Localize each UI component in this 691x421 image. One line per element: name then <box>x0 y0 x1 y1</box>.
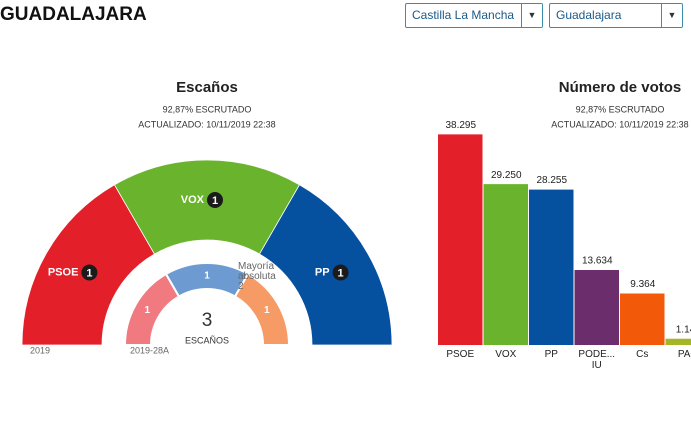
party-label: PP <box>315 266 330 278</box>
seat-segment <box>123 272 181 346</box>
value-label: 1.140 <box>676 324 691 335</box>
seat-segment <box>258 184 393 346</box>
seat-total: 3 <box>202 310 213 331</box>
x-tick-label: PAC <box>677 349 691 360</box>
seat-total-label: ESCAÑOS <box>185 335 229 345</box>
bar <box>438 134 483 345</box>
seat-count: 1 <box>338 267 344 279</box>
chart-title: Escaños <box>176 79 238 96</box>
bar <box>620 293 665 345</box>
bar <box>483 184 528 345</box>
x-tick-label: PODE... IU <box>578 349 616 371</box>
value-label: 38.295 <box>445 120 476 131</box>
seat-segment <box>233 272 291 346</box>
page-title: GUADALAJARA <box>0 4 147 25</box>
seat-count: 1 <box>144 305 150 316</box>
x-tick-label: PP <box>544 349 558 360</box>
bar <box>529 189 574 345</box>
bar <box>665 338 691 345</box>
chart-subtitle: 92,87% ESCRUTADO <box>576 104 665 114</box>
select-arrow: ▼ <box>521 4 542 27</box>
bar <box>574 270 619 345</box>
party-label: VOX <box>181 194 205 206</box>
chart-subtitle: ACTUALIZADO: 10/11/2019 22:38 <box>138 119 275 129</box>
x-tick-label: Cs <box>636 349 649 360</box>
region-select[interactable]: Castilla La Mancha ▼ <box>405 3 543 28</box>
seat-count: 1 <box>212 195 218 207</box>
seat-segment <box>113 159 301 255</box>
series-label: 2019 <box>30 345 50 355</box>
seat-count: 1 <box>204 271 210 282</box>
seat-badge <box>207 192 223 208</box>
seat-count: 1 <box>86 267 92 279</box>
province-select[interactable]: Guadalajara ▼ <box>549 3 683 28</box>
x-tick-label: VOX <box>495 349 517 360</box>
seat-count: 1 <box>264 305 270 316</box>
value-label: 13.634 <box>582 256 613 267</box>
select-arrow: ▼ <box>661 4 682 27</box>
majority-annotation: Mayoría absoluta 2 <box>238 261 276 292</box>
value-label: 29.250 <box>491 170 522 181</box>
x-tick-label: PSOE <box>446 349 475 360</box>
select-text: Castilla La Mancha <box>412 8 515 22</box>
value-label: 9.364 <box>630 279 655 290</box>
chart-subtitle: ACTUALIZADO: 10/11/2019 22:38 <box>551 119 688 129</box>
value-label: 28.255 <box>536 175 567 186</box>
seat-badge <box>81 264 98 281</box>
party-label: PSOE <box>48 266 79 278</box>
chart-subtitle: 92,87% ESCRUTADO <box>163 104 252 114</box>
chart-title: Número de votos <box>559 79 682 96</box>
series-label: 2019-28A <box>130 345 169 355</box>
select-text: Guadalajara <box>556 8 622 22</box>
seat-badge <box>332 264 349 281</box>
